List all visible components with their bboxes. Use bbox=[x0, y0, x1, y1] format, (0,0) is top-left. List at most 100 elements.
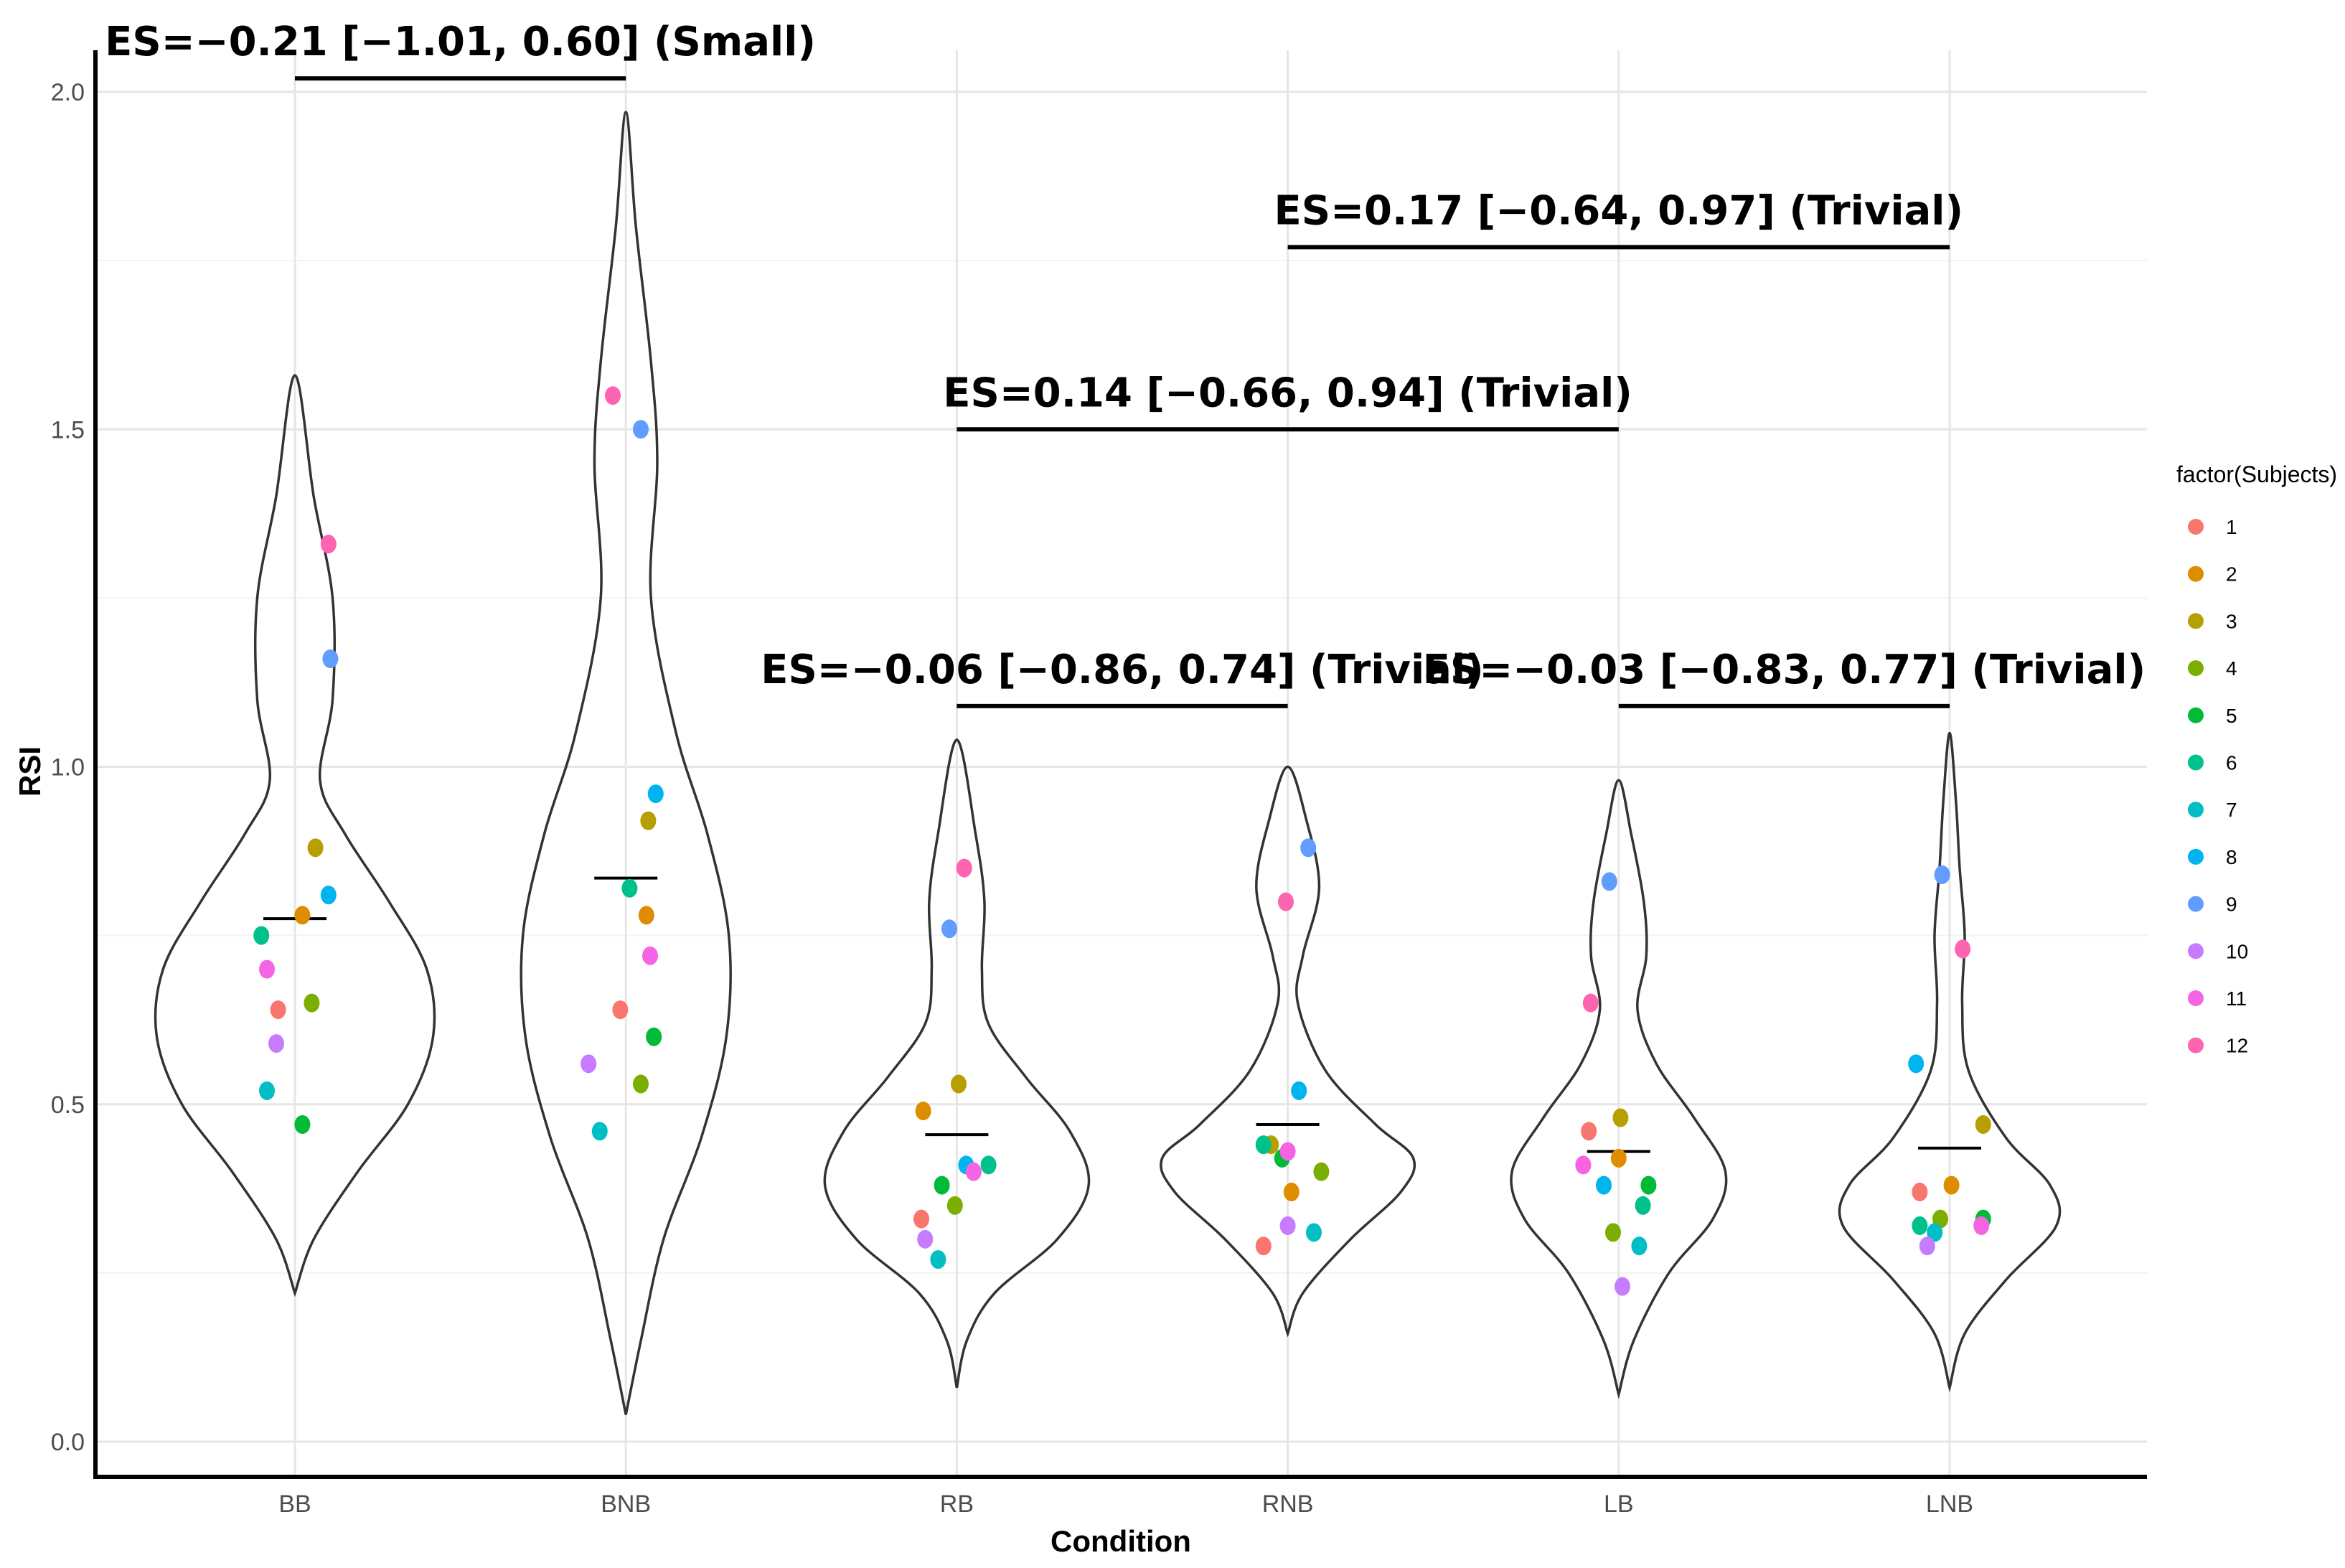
data-point bbox=[638, 906, 654, 925]
means bbox=[263, 876, 1981, 1153]
y-axis-title: RSI bbox=[13, 746, 47, 797]
data-point bbox=[917, 1229, 934, 1249]
legend-label: 10 bbox=[2226, 940, 2248, 962]
data-point bbox=[913, 1209, 929, 1229]
legend-key bbox=[2188, 660, 2204, 677]
axes bbox=[93, 50, 2147, 1479]
legend-label: 2 bbox=[2226, 563, 2237, 586]
x-tick-label: BNB bbox=[601, 1490, 651, 1518]
legend-label: 9 bbox=[2226, 893, 2237, 916]
data-point bbox=[1300, 838, 1317, 858]
grid bbox=[95, 50, 2147, 1477]
x-tick-label: LNB bbox=[1926, 1490, 1973, 1518]
x-tick-label: BB bbox=[278, 1490, 311, 1518]
data-point bbox=[581, 1054, 597, 1074]
data-point bbox=[1255, 1135, 1272, 1155]
legend-key bbox=[2188, 613, 2204, 629]
x-ticks: BB BNB RB RNB LB LNB bbox=[278, 1490, 1973, 1518]
effect-size-label: ES=−0.21 [−1.01, 0.60] (Small) bbox=[105, 19, 816, 65]
data-point bbox=[980, 1155, 997, 1175]
data-point bbox=[930, 1250, 946, 1269]
data-point bbox=[1279, 1216, 1296, 1236]
data-point bbox=[1306, 1223, 1322, 1242]
data-point bbox=[1908, 1054, 1925, 1074]
legend-key bbox=[2188, 896, 2204, 912]
y-tick-label: 1.5 bbox=[51, 416, 85, 443]
data-point bbox=[294, 1114, 311, 1134]
legend-key bbox=[2188, 848, 2204, 865]
legend-label: 8 bbox=[2226, 846, 2237, 868]
data-point bbox=[1582, 993, 1599, 1013]
data-point bbox=[1313, 1162, 1330, 1181]
data-point bbox=[1640, 1175, 1657, 1195]
data-point bbox=[1278, 892, 1294, 911]
data-point bbox=[270, 1000, 286, 1020]
data-point bbox=[1279, 1142, 1296, 1161]
data-point bbox=[633, 420, 649, 439]
legend-key bbox=[2188, 943, 2204, 959]
legend-label: 1 bbox=[2226, 516, 2237, 538]
x-tick-label: RNB bbox=[1262, 1490, 1314, 1518]
violin-rb bbox=[823, 738, 1091, 1389]
legend-label: 4 bbox=[2226, 657, 2237, 680]
data-point bbox=[1635, 1196, 1651, 1215]
data-point bbox=[304, 993, 320, 1013]
legend-key bbox=[2188, 707, 2204, 723]
effect-size-label: ES=−0.06 [−0.86, 0.74] (Trivial) bbox=[761, 647, 1484, 693]
legend-key bbox=[2188, 1037, 2204, 1053]
legend-key bbox=[2188, 565, 2204, 582]
data-point bbox=[951, 1074, 967, 1094]
data-point bbox=[1575, 1155, 1592, 1175]
data-point bbox=[1975, 1114, 1991, 1134]
data-point bbox=[1601, 872, 1617, 891]
data-point bbox=[1581, 1122, 1597, 1141]
legend-key bbox=[2188, 990, 2204, 1006]
data-point bbox=[1973, 1216, 1990, 1236]
data-point bbox=[1605, 1223, 1621, 1242]
data-point bbox=[1927, 1223, 1943, 1242]
data-point bbox=[1255, 1236, 1272, 1256]
data-point bbox=[1912, 1183, 1928, 1202]
legend-label: 3 bbox=[2226, 610, 2237, 632]
y-tick-label: 0.5 bbox=[51, 1092, 85, 1119]
data-point bbox=[640, 811, 657, 830]
effect-size-label: ES=−0.03 [−0.83, 0.77] (Trivial) bbox=[1423, 647, 2146, 693]
data-point bbox=[1912, 1216, 1928, 1236]
data-point bbox=[621, 878, 638, 898]
effect-size-label: ES=0.14 [−0.66, 0.94] (Trivial) bbox=[943, 370, 1632, 416]
data-point bbox=[934, 1175, 950, 1195]
legend-key bbox=[2188, 519, 2204, 535]
data-point bbox=[259, 959, 275, 979]
data-point bbox=[1610, 1148, 1627, 1168]
violin-lnb bbox=[1838, 731, 2062, 1393]
legend-label: 7 bbox=[2226, 799, 2237, 821]
data-point bbox=[915, 1102, 931, 1121]
data-point bbox=[946, 1196, 963, 1215]
data-point bbox=[605, 386, 621, 405]
legend-title: factor(Subjects) bbox=[2176, 461, 2337, 487]
data-point bbox=[612, 1000, 629, 1020]
y-tick-label: 1.0 bbox=[51, 754, 85, 781]
data-point bbox=[1955, 939, 1971, 959]
effect-size-label: ES=0.17 [−0.64, 0.97] (Trivial) bbox=[1274, 187, 1963, 234]
data-point bbox=[1283, 1183, 1300, 1202]
data-point bbox=[956, 858, 972, 878]
legend-label: 12 bbox=[2226, 1035, 2248, 1057]
effect-size-brackets: ES=−0.21 [−1.01, 0.60] (Small) ES=0.17 [−… bbox=[105, 19, 2146, 708]
data-point bbox=[1943, 1175, 1960, 1195]
violins bbox=[154, 111, 2062, 1415]
data-point bbox=[941, 919, 957, 939]
y-ticks: 0.0 0.5 1.0 1.5 2.0 bbox=[51, 79, 85, 1456]
violin-lb bbox=[1510, 779, 1728, 1399]
legend-key bbox=[2188, 802, 2204, 818]
legend-label: 11 bbox=[2226, 987, 2247, 1010]
data-point bbox=[259, 1081, 275, 1100]
violin-rnb bbox=[1160, 765, 1416, 1338]
x-tick-label: LB bbox=[1604, 1490, 1634, 1518]
y-tick-label: 0.0 bbox=[51, 1429, 85, 1456]
legend-key bbox=[2188, 754, 2204, 771]
data-point bbox=[1612, 1108, 1629, 1127]
